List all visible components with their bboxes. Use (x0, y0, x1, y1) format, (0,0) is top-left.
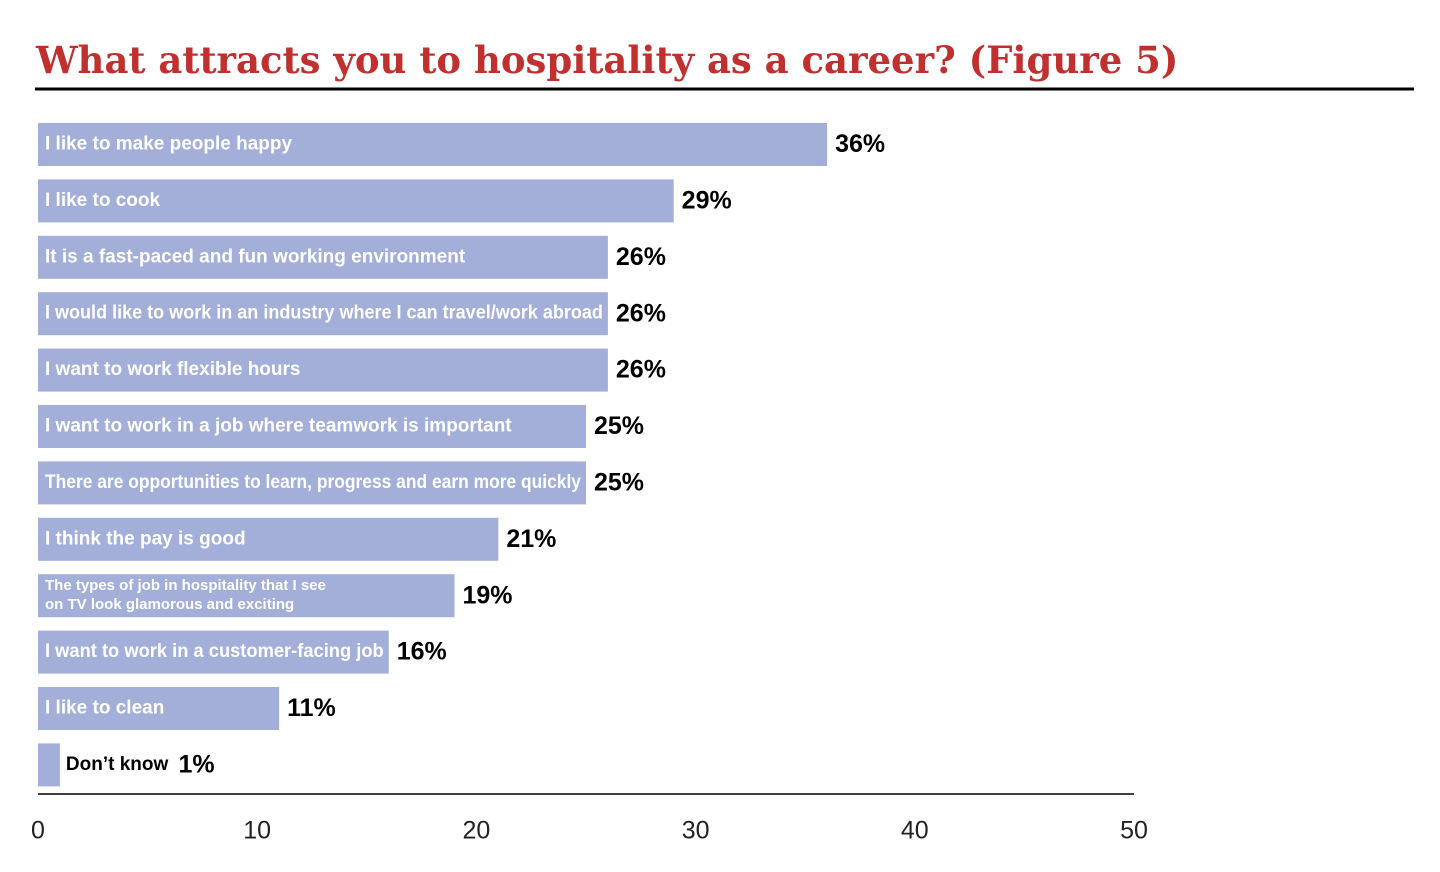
category-label: I like to clean (45, 698, 164, 719)
bar (38, 743, 60, 787)
chart-title: What attracts you to hospitality as a ca… (35, 38, 1178, 82)
category-label: I would like to work in an industry wher… (45, 303, 603, 324)
bar (38, 405, 586, 448)
category-label: I want to work in a customer-facing job (45, 641, 384, 662)
category-label: There are opportunities to learn, progre… (45, 472, 581, 493)
bar (38, 574, 455, 618)
bar (38, 235, 608, 279)
category-label: I think the pay is good (45, 528, 246, 549)
bar (38, 687, 280, 730)
category-label: Don’t know (66, 754, 169, 775)
value-label: 26% (616, 243, 666, 271)
value-label: 26% (616, 356, 666, 384)
value-label: 29% (682, 187, 732, 215)
value-label: 16% (397, 638, 447, 666)
bar (38, 517, 499, 561)
x-tick-label: 30 (682, 817, 710, 845)
value-label: 26% (616, 299, 666, 327)
value-label: 21% (506, 525, 556, 553)
bar (38, 179, 674, 223)
value-label: 19% (462, 581, 512, 609)
value-label: 25% (594, 469, 644, 497)
bar (38, 348, 608, 392)
x-tick-label: 0 (31, 817, 45, 845)
category-label: I want to work in a job where teamwork i… (45, 416, 512, 437)
x-tick-label: 10 (243, 817, 271, 845)
value-label: 11% (287, 694, 336, 722)
category-label: It is a fast-paced and fun working envir… (45, 246, 466, 267)
value-label: 25% (594, 412, 644, 440)
category-label: The types of job in hospitality that I s… (45, 577, 326, 613)
x-tick-label: 50 (1120, 817, 1148, 845)
x-tick-label: 40 (901, 817, 929, 845)
bar (38, 630, 389, 674)
category-label: I like to make people happy (45, 134, 293, 155)
value-label: 36% (835, 130, 885, 158)
category-label: I want to work flexible hours (45, 359, 300, 380)
bar (38, 461, 586, 505)
category-label: I like to cook (45, 190, 161, 211)
bar (38, 292, 608, 336)
bar (38, 123, 828, 166)
x-tick-label: 20 (462, 817, 490, 845)
value-label: 1% (179, 751, 215, 779)
